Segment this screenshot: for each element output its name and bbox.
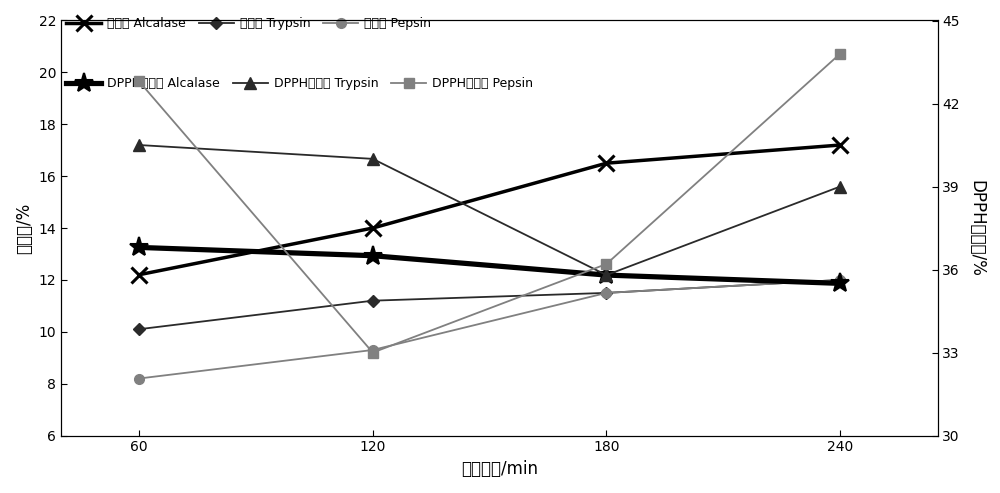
Legend: DPPH清除珰 Alcalase, DPPH清除珰 Trypsin, DPPH清除珰 Pepsin: DPPH清除珰 Alcalase, DPPH清除珰 Trypsin, DPPH清… <box>61 72 538 95</box>
DPPH清除珰 Trypsin <box>600 272 612 278</box>
水解度 Trypsin <box>600 290 612 296</box>
Line: 水解度 Pepsin: 水解度 Pepsin <box>134 275 845 384</box>
水解度 Alcalase <box>834 142 846 148</box>
DPPH清除珰 Alcalase <box>834 281 846 286</box>
DPPH清除珰 Trypsin <box>834 183 846 189</box>
水解度 Pepsin <box>600 290 612 296</box>
DPPH清除珰 Alcalase <box>600 272 612 278</box>
DPPH清除珰 Trypsin <box>133 142 145 148</box>
水解度 Pepsin <box>367 347 379 353</box>
DPPH清除珰 Alcalase <box>367 253 379 259</box>
Line: DPPH清除珰 Alcalase: DPPH清除珰 Alcalase <box>129 238 850 293</box>
DPPH清除珰 Pepsin <box>834 51 846 57</box>
水解度 Alcalase <box>367 225 379 231</box>
Line: DPPH清除珰 Trypsin: DPPH清除珰 Trypsin <box>134 140 846 281</box>
水解度 Alcalase <box>600 160 612 166</box>
DPPH清除珰 Alcalase <box>133 245 145 250</box>
DPPH清除珰 Pepsin <box>367 350 379 355</box>
水解度 Trypsin <box>133 326 145 332</box>
Line: 水解度 Trypsin: 水解度 Trypsin <box>135 276 844 333</box>
DPPH清除珰 Pepsin <box>600 261 612 267</box>
Line: 水解度 Alcalase: 水解度 Alcalase <box>131 138 848 282</box>
水解度 Trypsin <box>834 277 846 283</box>
Y-axis label: DPPH清除珰/%: DPPH清除珰/% <box>967 179 985 277</box>
X-axis label: 酶解时间/min: 酶解时间/min <box>461 460 538 478</box>
水解度 Pepsin <box>834 277 846 283</box>
DPPH清除珰 Trypsin <box>367 156 379 162</box>
水解度 Trypsin <box>367 298 379 304</box>
DPPH清除珰 Pepsin <box>133 78 145 84</box>
Y-axis label: 水解度/%: 水解度/% <box>15 203 33 254</box>
水解度 Alcalase <box>133 272 145 278</box>
水解度 Pepsin <box>133 376 145 382</box>
Line: DPPH清除珰 Pepsin: DPPH清除珰 Pepsin <box>134 49 845 357</box>
